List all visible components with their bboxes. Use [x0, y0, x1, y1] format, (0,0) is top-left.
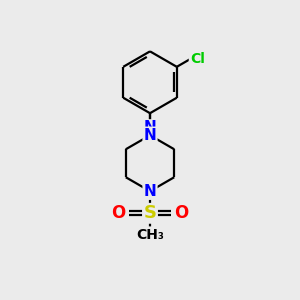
- Text: Cl: Cl: [190, 52, 205, 66]
- Text: S: S: [143, 204, 157, 222]
- Text: CH₃: CH₃: [136, 227, 164, 242]
- Text: O: O: [174, 204, 189, 222]
- Text: O: O: [111, 204, 126, 222]
- Text: N: N: [144, 184, 156, 199]
- Text: N: N: [144, 128, 156, 143]
- Text: N: N: [144, 120, 156, 135]
